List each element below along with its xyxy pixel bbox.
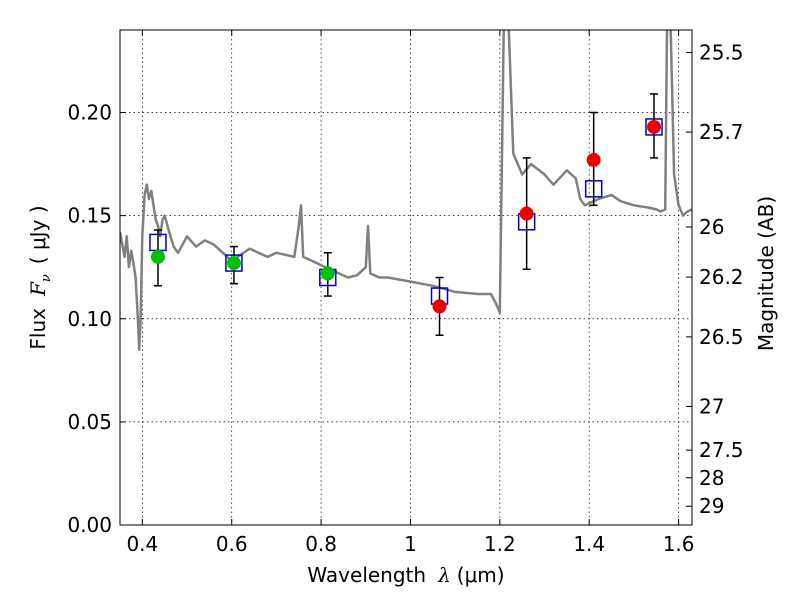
mag-tick-label: 27.5 <box>699 438 744 462</box>
mag-tick-label: 26.5 <box>699 325 744 349</box>
x-tick-label: 1.4 <box>573 532 605 556</box>
y-tick-label: 0.00 <box>67 513 112 537</box>
y-tick-label: 0.05 <box>67 410 112 434</box>
photometry-point <box>226 256 241 271</box>
plot-frame <box>119 29 693 526</box>
plot-area <box>120 30 692 351</box>
photometry-point <box>586 152 601 167</box>
photometry-point <box>320 266 335 281</box>
y-tick-label: 0.10 <box>67 307 112 331</box>
tick-labels: 0.4 0.6 0.8 1 1.2 1.4 1.6 0.00 0.05 0.10 0.15 0.20 2… <box>67 40 743 556</box>
mag-tick-label: 26.2 <box>699 265 744 289</box>
x-tick-label: 0.8 <box>305 532 337 556</box>
x-tick-label: 1.6 <box>663 532 695 556</box>
y-tick-label: 0.20 <box>67 101 112 125</box>
x-tick-label: 0.4 <box>126 532 158 556</box>
photometry-point <box>647 119 662 134</box>
x-tick-label: 1 <box>404 532 417 556</box>
y-axis-label: FluxFν( μJy ) <box>26 205 54 349</box>
axis-ticks <box>120 30 692 526</box>
mag-tick-label: 28 <box>699 466 724 490</box>
photometry-point <box>432 299 447 314</box>
mag-tick-label: 27 <box>699 394 724 418</box>
mag-tick-label: 26 <box>699 215 724 239</box>
photometry-point <box>519 206 534 221</box>
mag-tick-label: 29 <box>699 494 724 518</box>
mag-tick-label: 25.5 <box>699 40 744 64</box>
x-axis-label: Wavelength λ (μm) <box>307 563 504 587</box>
y-tick-label: 0.15 <box>67 204 112 228</box>
x-tick-label: 1.2 <box>484 532 516 556</box>
magnitude-axis-label: Magnitude (AB) <box>754 196 778 351</box>
photometry-point <box>150 249 165 264</box>
x-tick-label: 0.6 <box>216 532 248 556</box>
mag-tick-label: 25.7 <box>699 120 744 144</box>
